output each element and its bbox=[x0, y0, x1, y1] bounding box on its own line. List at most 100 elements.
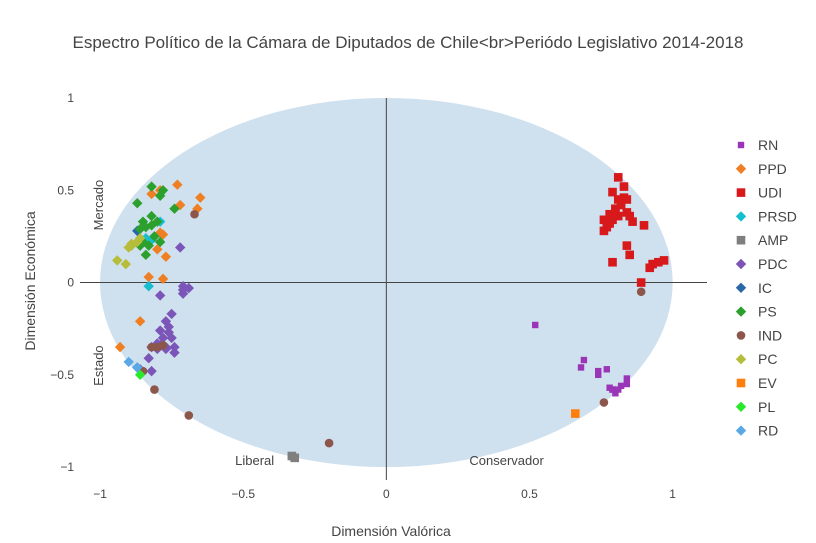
legend-item-ind[interactable]: IND bbox=[736, 327, 782, 343]
point-udi bbox=[628, 217, 637, 226]
series-ind bbox=[138, 209, 646, 448]
legend-item-ps[interactable]: PS bbox=[735, 304, 777, 320]
point-ind bbox=[636, 287, 646, 297]
point-rn bbox=[532, 321, 539, 329]
point-pc bbox=[134, 233, 146, 244]
legend-item-pc[interactable]: PC bbox=[735, 351, 778, 367]
x-tick-label: −1 bbox=[93, 487, 107, 501]
legend-label: PS bbox=[758, 304, 777, 320]
x-tick-label: 0.5 bbox=[521, 487, 538, 501]
data-points bbox=[112, 173, 669, 463]
point-ps bbox=[146, 220, 157, 231]
point-ppd bbox=[114, 341, 126, 353]
point-ppd bbox=[157, 273, 169, 285]
point-ps bbox=[169, 203, 180, 214]
legend-label: AMP bbox=[758, 232, 788, 248]
point-udi bbox=[608, 187, 617, 197]
point-pdc bbox=[160, 316, 172, 327]
annotations: Mercado Estado Liberal Conservador bbox=[91, 180, 545, 468]
point-ind bbox=[184, 411, 194, 420]
point-rn bbox=[609, 386, 616, 393]
point-rn bbox=[580, 356, 588, 364]
point-ps bbox=[154, 236, 166, 248]
y-tick-label: −1 bbox=[60, 460, 74, 474]
legend-label: EV bbox=[758, 375, 777, 391]
legend-item-rd[interactable]: RD bbox=[735, 423, 778, 439]
point-udi bbox=[654, 257, 663, 267]
legend-marker bbox=[735, 211, 747, 222]
legend-label: RN bbox=[758, 137, 778, 153]
legend-item-ppd[interactable]: PPD bbox=[735, 161, 787, 177]
point-ppd bbox=[172, 179, 183, 190]
point-rn bbox=[615, 386, 622, 393]
point-pdc bbox=[143, 353, 154, 364]
point-ps bbox=[134, 223, 146, 235]
point-udi bbox=[619, 182, 629, 191]
point-rn bbox=[603, 366, 610, 373]
legend-label: PPD bbox=[758, 161, 787, 177]
x-tick-label: 1 bbox=[669, 487, 676, 501]
point-amp bbox=[290, 453, 300, 463]
point-udi bbox=[648, 259, 657, 269]
legend-marker bbox=[736, 235, 746, 245]
point-ppd bbox=[195, 192, 206, 203]
point-udi bbox=[613, 211, 623, 221]
series-ps bbox=[132, 181, 180, 261]
point-rn bbox=[577, 364, 585, 371]
legend-item-pl[interactable]: PL bbox=[735, 399, 776, 415]
point-pdc bbox=[175, 242, 186, 253]
point-pc bbox=[112, 255, 123, 266]
legend-marker bbox=[736, 188, 746, 197]
point-udi bbox=[608, 215, 617, 225]
point-udi bbox=[605, 209, 614, 219]
legend-item-ev[interactable]: EV bbox=[736, 375, 778, 391]
legend-item-amp[interactable]: AMP bbox=[736, 232, 789, 248]
point-udi bbox=[611, 204, 620, 214]
point-prsd bbox=[143, 281, 154, 292]
point-ind bbox=[599, 398, 609, 407]
x-axis-ticks: −1 −0.5 0 0.5 1 bbox=[93, 487, 676, 501]
legend-marker bbox=[735, 425, 747, 436]
legend-label: IC bbox=[758, 280, 772, 296]
legend-item-pdc[interactable]: PDC bbox=[735, 256, 788, 272]
point-pdc bbox=[166, 308, 177, 320]
point-ppd bbox=[134, 316, 146, 327]
point-udi bbox=[608, 257, 617, 267]
point-udi bbox=[599, 215, 609, 225]
series-ev bbox=[571, 409, 580, 418]
legend-label: IND bbox=[758, 327, 782, 343]
legend: RN PPD UDI PRSD AMP PDC IC PS IND PC EV PL RD bbox=[735, 137, 797, 439]
series-rd bbox=[123, 356, 143, 373]
series-pc bbox=[112, 233, 146, 270]
point-ppd bbox=[143, 271, 154, 283]
legend-marker bbox=[735, 354, 747, 365]
point-udi bbox=[636, 278, 646, 287]
point-pdc bbox=[183, 282, 194, 294]
point-pdc bbox=[154, 290, 166, 301]
annotation-liberal: Liberal bbox=[235, 453, 274, 468]
point-ps bbox=[132, 197, 143, 209]
legend-marker bbox=[735, 306, 747, 317]
legend-item-rn[interactable]: RN bbox=[737, 137, 778, 153]
point-rn bbox=[612, 390, 619, 397]
legend-item-prsd[interactable]: PRSD bbox=[735, 208, 797, 224]
annotation-conservador: Conservador bbox=[469, 453, 544, 468]
y-axis-label: Dimensión Económica bbox=[22, 211, 38, 350]
point-pc bbox=[126, 240, 137, 251]
x-tick-label: −0.5 bbox=[231, 487, 255, 501]
point-ps bbox=[140, 249, 152, 261]
legend-item-udi[interactable]: UDI bbox=[736, 185, 782, 201]
point-pc bbox=[120, 258, 132, 270]
point-udi bbox=[659, 256, 669, 265]
point-ps bbox=[146, 210, 157, 222]
point-ind bbox=[190, 209, 199, 219]
legend-label: PC bbox=[758, 351, 777, 367]
legend-marker bbox=[735, 258, 747, 270]
legend-item-ic[interactable]: IC bbox=[735, 280, 772, 296]
y-tick-label: −0.5 bbox=[50, 368, 74, 382]
point-pdc bbox=[163, 321, 174, 333]
y-axis-ticks: −1 −0.5 0 0.5 1 bbox=[50, 91, 74, 474]
point-udi bbox=[599, 226, 609, 236]
legend-marker bbox=[736, 378, 746, 388]
point-pdc bbox=[160, 343, 172, 355]
